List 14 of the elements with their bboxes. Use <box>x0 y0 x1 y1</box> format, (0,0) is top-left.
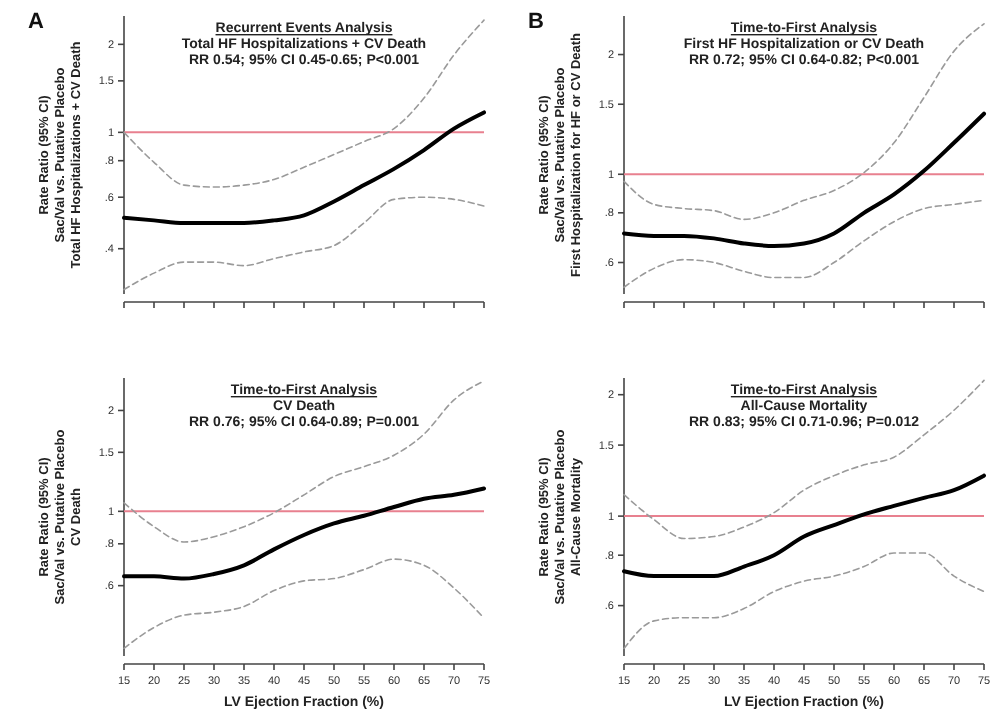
line-series <box>623 199 985 289</box>
line-series <box>622 473 986 579</box>
line-series <box>622 111 986 249</box>
line-series <box>122 110 486 225</box>
line-series <box>123 196 485 291</box>
line-series <box>123 558 485 650</box>
line-series <box>623 379 985 540</box>
line-series <box>623 22 985 221</box>
line-series <box>122 486 486 581</box>
text: B <box>528 10 544 34</box>
text: A <box>28 10 44 34</box>
line-series <box>123 19 485 188</box>
line-series <box>123 380 485 543</box>
line-series <box>623 552 985 650</box>
